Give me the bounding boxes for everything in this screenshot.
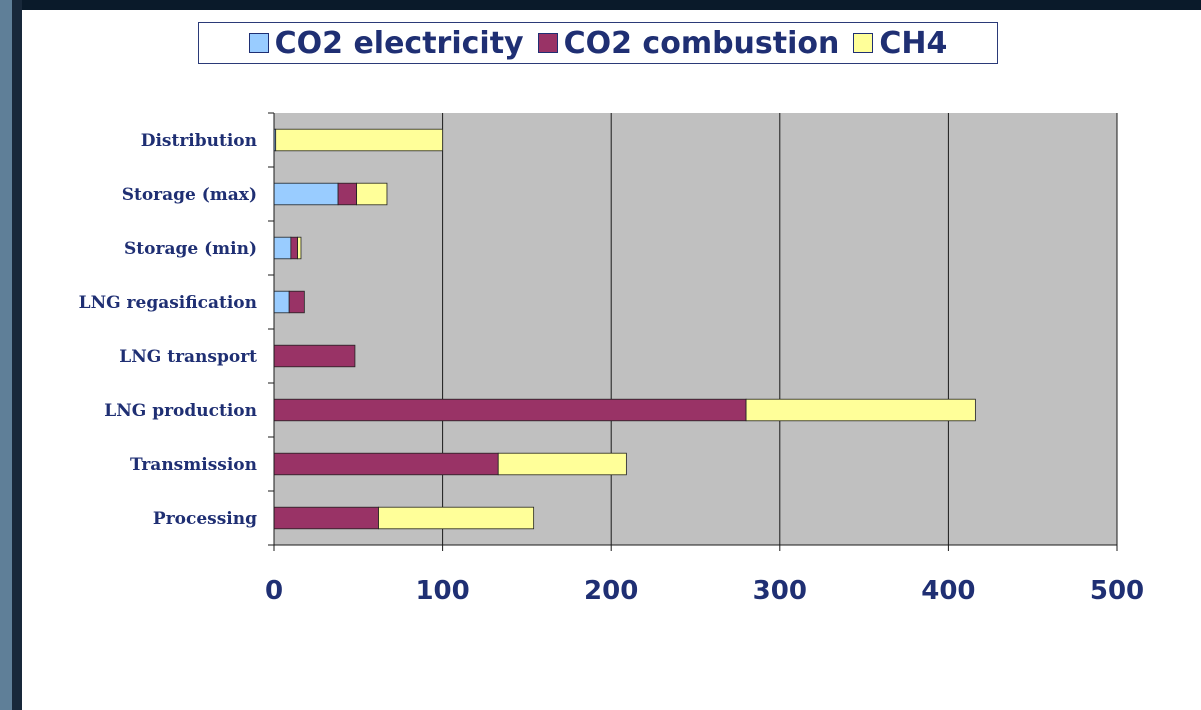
bar-segment-co2-combustion — [273, 398, 747, 422]
window-top-border — [0, 0, 1201, 10]
x-tick-label: 400 — [921, 576, 975, 606]
bar-segment-co2-combustion — [337, 182, 358, 206]
x-tick-label: 0 — [265, 576, 283, 606]
plot-area — [274, 113, 1117, 545]
bar-segment-co2-combustion — [273, 344, 356, 368]
x-tick-label: 100 — [415, 576, 469, 606]
bar-segment-co2-combustion — [290, 236, 299, 260]
legend-item-co2-electricity: CO2 electricity — [248, 25, 524, 61]
bar-segment-co2-electricity — [273, 182, 339, 206]
legend-label-ch4: CH4 — [879, 25, 948, 61]
labels: Processing Transmission LNG production LNG … — [79, 131, 1145, 606]
bar-segment-co2-combustion — [288, 290, 305, 314]
category-label: Storage (max) — [122, 185, 257, 205]
legend-swatch-co2-combustion — [537, 33, 558, 53]
category-label: Storage (min) — [124, 239, 257, 259]
bar-segment-ch4 — [378, 506, 535, 530]
category-label: LNG regasification — [79, 293, 257, 313]
category-label: LNG transport — [119, 347, 257, 367]
bar-segment-co2-electricity — [273, 290, 290, 314]
legend-item-co2-combustion: CO2 combustion — [537, 25, 840, 61]
chart-legend: CO2 electricity CO2 combustion CH4 — [198, 22, 998, 64]
x-tick-label: 500 — [1090, 576, 1144, 606]
bar-segment-co2-combustion — [273, 506, 379, 530]
bar-segment-ch4 — [297, 236, 302, 260]
bar-segment-ch4 — [497, 452, 627, 476]
x-tick-label: 300 — [753, 576, 807, 606]
bar-segment-co2-electricity — [273, 236, 292, 260]
category-label: Transmission — [130, 455, 257, 475]
category-label: Processing — [153, 509, 257, 529]
category-label: Distribution — [141, 131, 257, 151]
legend-swatch-ch4 — [853, 33, 874, 53]
axes — [268, 112, 1118, 551]
window-left-border — [0, 0, 22, 710]
bar-segment-ch4 — [275, 128, 444, 152]
category-label: LNG production — [104, 401, 257, 421]
legend-swatch-co2-electricity — [248, 33, 269, 53]
legend-label-co2-electricity: CO2 electricity — [274, 25, 524, 61]
bars — [273, 128, 976, 530]
bar-segment-ch4 — [745, 398, 976, 422]
x-tick-label: 200 — [584, 576, 638, 606]
bar-segment-ch4 — [356, 182, 388, 206]
bar-segment-co2-combustion — [273, 452, 499, 476]
legend-label-co2-combustion: CO2 combustion — [563, 25, 840, 61]
legend-item-ch4: CH4 — [853, 26, 947, 61]
